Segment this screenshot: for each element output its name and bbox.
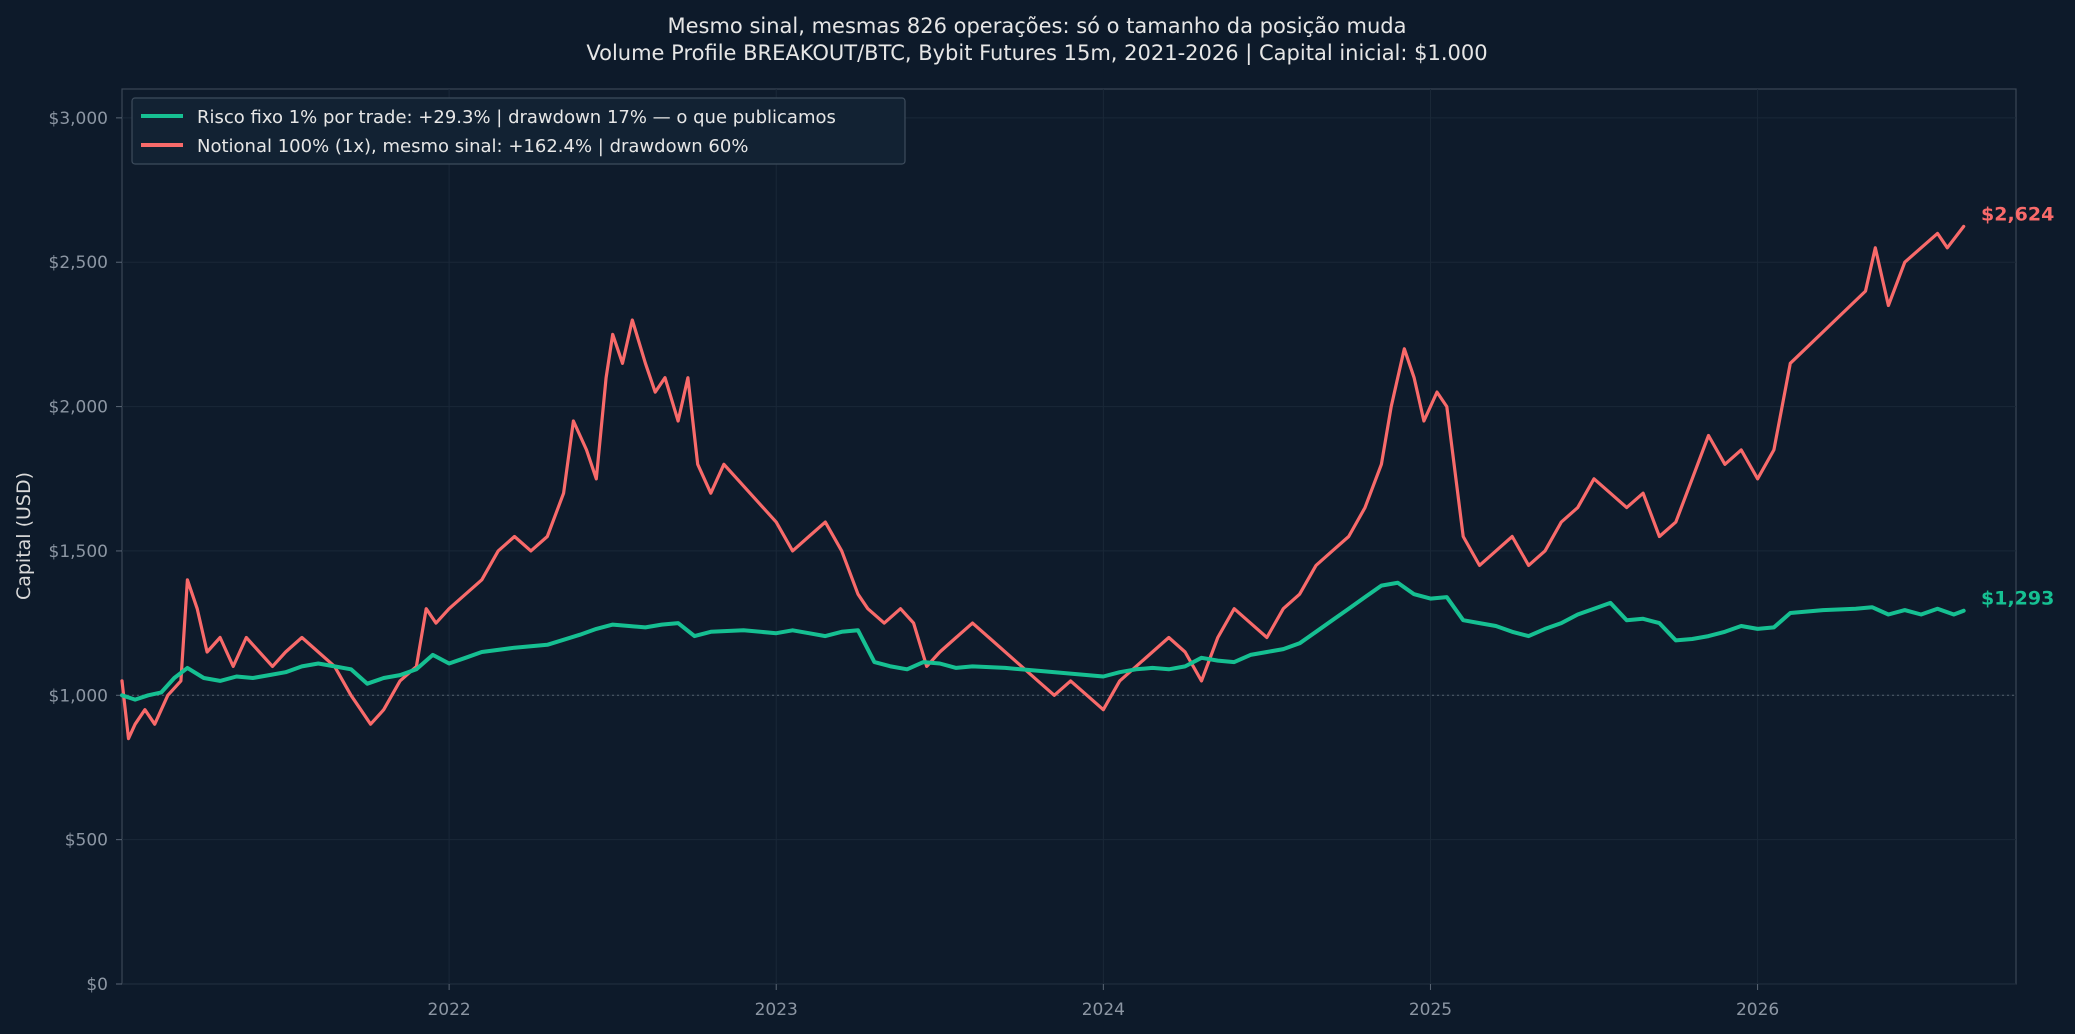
y-axis-label: Capital (USD) bbox=[13, 472, 35, 600]
y-tick-label: $1,000 bbox=[49, 686, 108, 706]
end-labels: $2,624 $1,293 bbox=[1981, 203, 2054, 609]
legend-entry-series-1: Notional 100% (1x), mesmo sinal: +162.4%… bbox=[197, 136, 748, 157]
chart-title: Mesmo sinal, mesmas 826 operações: só o … bbox=[667, 14, 1406, 38]
x-tick-label: 2025 bbox=[1409, 1000, 1452, 1020]
y-tick-label: $2,000 bbox=[49, 398, 108, 418]
y-tick-label: $500 bbox=[65, 831, 108, 851]
plot-area bbox=[121, 88, 2017, 985]
chart-subtitle: Volume Profile BREAKOUT/BTC, Bybit Futur… bbox=[586, 41, 1487, 66]
series-line-1 bbox=[120, 224, 1966, 741]
end-value-label-1: $2,624 bbox=[1981, 203, 2054, 225]
x-tick-label: 2022 bbox=[427, 1000, 470, 1020]
end-value-label-0: $1,293 bbox=[1981, 588, 2054, 610]
legend-box bbox=[131, 97, 906, 165]
x-tick-label: 2026 bbox=[1736, 1000, 1779, 1020]
series-line-0 bbox=[120, 580, 1966, 702]
legend: Risco fixo 1% por trade: +29.3% | drawdo… bbox=[131, 97, 906, 165]
series-group bbox=[120, 224, 1966, 741]
x-axis-ticks: 2022 2023 2024 2025 2026 bbox=[427, 984, 1779, 1020]
y-axis-ticks: $0 $500 $1,000 $1,500 $2,000 $2,500 $3,000 bbox=[49, 109, 122, 995]
y-tick-label: $0 bbox=[86, 975, 108, 995]
y-tick-label: $1,500 bbox=[49, 542, 108, 562]
y-tick-label: $3,000 bbox=[49, 109, 108, 129]
legend-entry-series-0: Risco fixo 1% por trade: +29.3% | drawdo… bbox=[197, 107, 836, 128]
x-tick-label: 2023 bbox=[755, 1000, 798, 1020]
y-tick-label: $2,500 bbox=[49, 253, 108, 273]
x-tick-label: 2024 bbox=[1082, 1000, 1125, 1020]
